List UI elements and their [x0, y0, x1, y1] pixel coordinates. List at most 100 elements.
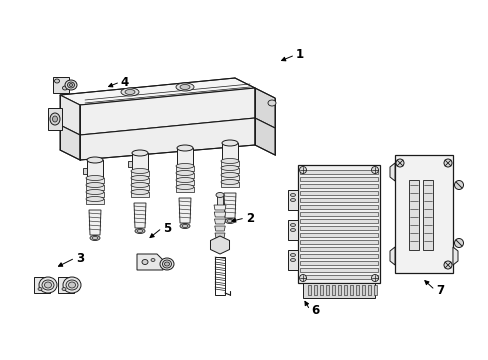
Polygon shape	[131, 185, 149, 190]
Ellipse shape	[221, 172, 239, 177]
Polygon shape	[215, 233, 224, 238]
Bar	[394, 155, 452, 273]
Bar	[287, 190, 297, 210]
Bar	[217, 195, 223, 205]
Ellipse shape	[54, 79, 60, 83]
Ellipse shape	[65, 80, 77, 90]
Ellipse shape	[177, 145, 193, 151]
Polygon shape	[179, 198, 191, 223]
Polygon shape	[83, 168, 87, 174]
Bar	[349, 285, 352, 295]
Ellipse shape	[176, 163, 194, 168]
Polygon shape	[131, 192, 149, 197]
Ellipse shape	[142, 260, 148, 265]
Ellipse shape	[180, 85, 190, 90]
Bar	[299, 191, 377, 195]
Bar	[299, 261, 377, 265]
Polygon shape	[89, 210, 101, 235]
Bar	[299, 198, 377, 202]
Bar	[373, 285, 376, 295]
Polygon shape	[214, 226, 225, 231]
Polygon shape	[222, 143, 238, 161]
Ellipse shape	[66, 280, 78, 290]
Bar	[299, 240, 377, 244]
Bar	[313, 285, 316, 295]
Ellipse shape	[299, 166, 306, 174]
Ellipse shape	[290, 253, 295, 256]
Bar	[299, 233, 377, 237]
Ellipse shape	[86, 183, 104, 188]
Bar	[325, 285, 328, 295]
Polygon shape	[53, 77, 69, 93]
Ellipse shape	[131, 168, 149, 174]
Polygon shape	[221, 161, 239, 166]
Polygon shape	[80, 88, 254, 135]
Bar	[297, 165, 379, 283]
Ellipse shape	[290, 229, 295, 231]
Bar	[422, 180, 432, 250]
Ellipse shape	[44, 282, 51, 288]
Polygon shape	[210, 236, 229, 254]
Ellipse shape	[222, 140, 238, 146]
Polygon shape	[34, 277, 50, 293]
Ellipse shape	[443, 159, 451, 167]
Text: 5: 5	[163, 221, 171, 234]
Ellipse shape	[162, 260, 171, 268]
Bar	[299, 205, 377, 209]
Bar	[299, 254, 377, 258]
Polygon shape	[48, 108, 62, 130]
Text: 4: 4	[121, 76, 129, 89]
Bar	[299, 170, 377, 174]
Text: 3: 3	[76, 252, 84, 265]
Ellipse shape	[38, 288, 42, 291]
Ellipse shape	[216, 193, 224, 198]
Polygon shape	[86, 185, 104, 190]
Ellipse shape	[132, 150, 148, 156]
Polygon shape	[176, 187, 194, 192]
Polygon shape	[134, 203, 146, 228]
Ellipse shape	[68, 282, 75, 288]
Bar	[303, 283, 374, 298]
Ellipse shape	[62, 86, 67, 90]
Bar	[287, 220, 297, 240]
Polygon shape	[221, 182, 239, 187]
Ellipse shape	[164, 262, 169, 266]
Bar	[355, 285, 358, 295]
Text: 2: 2	[245, 211, 254, 225]
Ellipse shape	[290, 194, 295, 197]
Polygon shape	[176, 166, 194, 171]
Polygon shape	[86, 199, 104, 204]
Bar	[215, 257, 224, 295]
Ellipse shape	[180, 224, 190, 229]
Ellipse shape	[125, 90, 135, 94]
Polygon shape	[389, 163, 394, 181]
Polygon shape	[131, 178, 149, 183]
Polygon shape	[214, 219, 225, 224]
Ellipse shape	[151, 258, 155, 261]
Ellipse shape	[290, 198, 295, 202]
Ellipse shape	[50, 113, 60, 125]
Bar	[299, 219, 377, 223]
Bar	[299, 247, 377, 251]
Ellipse shape	[453, 238, 463, 248]
Ellipse shape	[42, 280, 54, 290]
Polygon shape	[389, 247, 394, 265]
Ellipse shape	[290, 224, 295, 226]
Polygon shape	[214, 212, 225, 217]
Ellipse shape	[39, 277, 57, 293]
Polygon shape	[176, 180, 194, 185]
Polygon shape	[177, 148, 193, 166]
Ellipse shape	[160, 258, 174, 270]
Polygon shape	[55, 79, 67, 91]
Ellipse shape	[86, 189, 104, 194]
Ellipse shape	[87, 157, 103, 163]
Polygon shape	[221, 168, 239, 173]
Ellipse shape	[135, 229, 145, 234]
Polygon shape	[60, 125, 80, 160]
Ellipse shape	[62, 288, 66, 291]
Ellipse shape	[137, 230, 142, 233]
Polygon shape	[176, 173, 194, 178]
Bar	[307, 285, 310, 295]
Ellipse shape	[182, 225, 187, 228]
Ellipse shape	[267, 100, 275, 106]
